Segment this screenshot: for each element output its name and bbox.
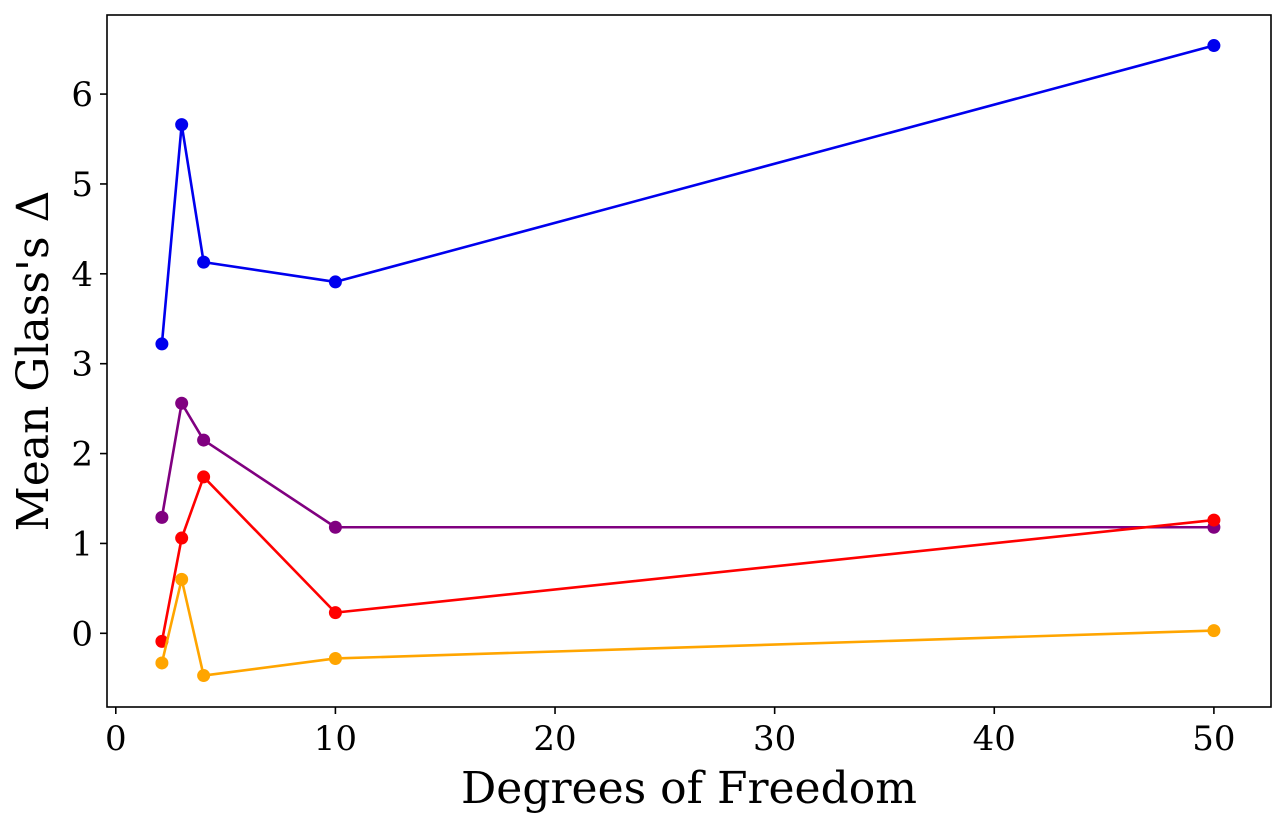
y-tick-label: 1 [71,524,93,564]
plot-frame [106,14,1272,708]
data-point [197,255,211,269]
x-tick-label: 50 [1192,719,1235,759]
data-point [328,606,342,620]
x-axis-ticks: 0 10 20 30 40 50 [105,707,1236,759]
series-3 [155,572,1221,683]
data-point [328,520,342,534]
x-tick-label: 20 [533,719,576,759]
data-point [155,510,169,524]
data-point [1207,624,1221,638]
data-point [328,275,342,289]
series-line [160,44,1215,345]
series-line [160,578,1214,677]
x-tick-label: 0 [105,719,127,759]
data-point [1207,39,1221,53]
data-point [175,572,189,586]
y-tick-label: 2 [71,435,93,475]
data-point [175,396,189,410]
data-point [197,669,211,683]
y-tick-label: 4 [71,255,93,295]
y-axis-ticks: 0 1 2 3 4 5 6 [71,75,107,654]
y-axis-title: Mean Glass's Δ [8,191,59,532]
data-point [328,651,342,665]
data-point [155,337,169,351]
series-1 [155,396,1221,534]
x-axis-title: Degrees of Freedom [461,763,917,814]
y-tick-label: 3 [71,345,93,385]
data-point [197,433,211,447]
data-point [175,531,189,545]
series-2 [155,470,1221,648]
x-tick-label: 10 [314,719,357,759]
x-tick-label: 40 [973,719,1016,759]
x-tick-label: 30 [753,719,796,759]
data-point [1207,513,1221,527]
data-point [197,470,211,484]
series-line [160,401,1214,529]
y-tick-label: 0 [71,614,93,654]
series-0 [155,39,1221,351]
y-tick-label: 5 [71,165,93,205]
data-point [175,118,189,132]
plot-layer [155,39,1221,683]
series-line [160,475,1215,642]
data-point [155,656,169,670]
y-tick-label: 6 [71,75,93,115]
